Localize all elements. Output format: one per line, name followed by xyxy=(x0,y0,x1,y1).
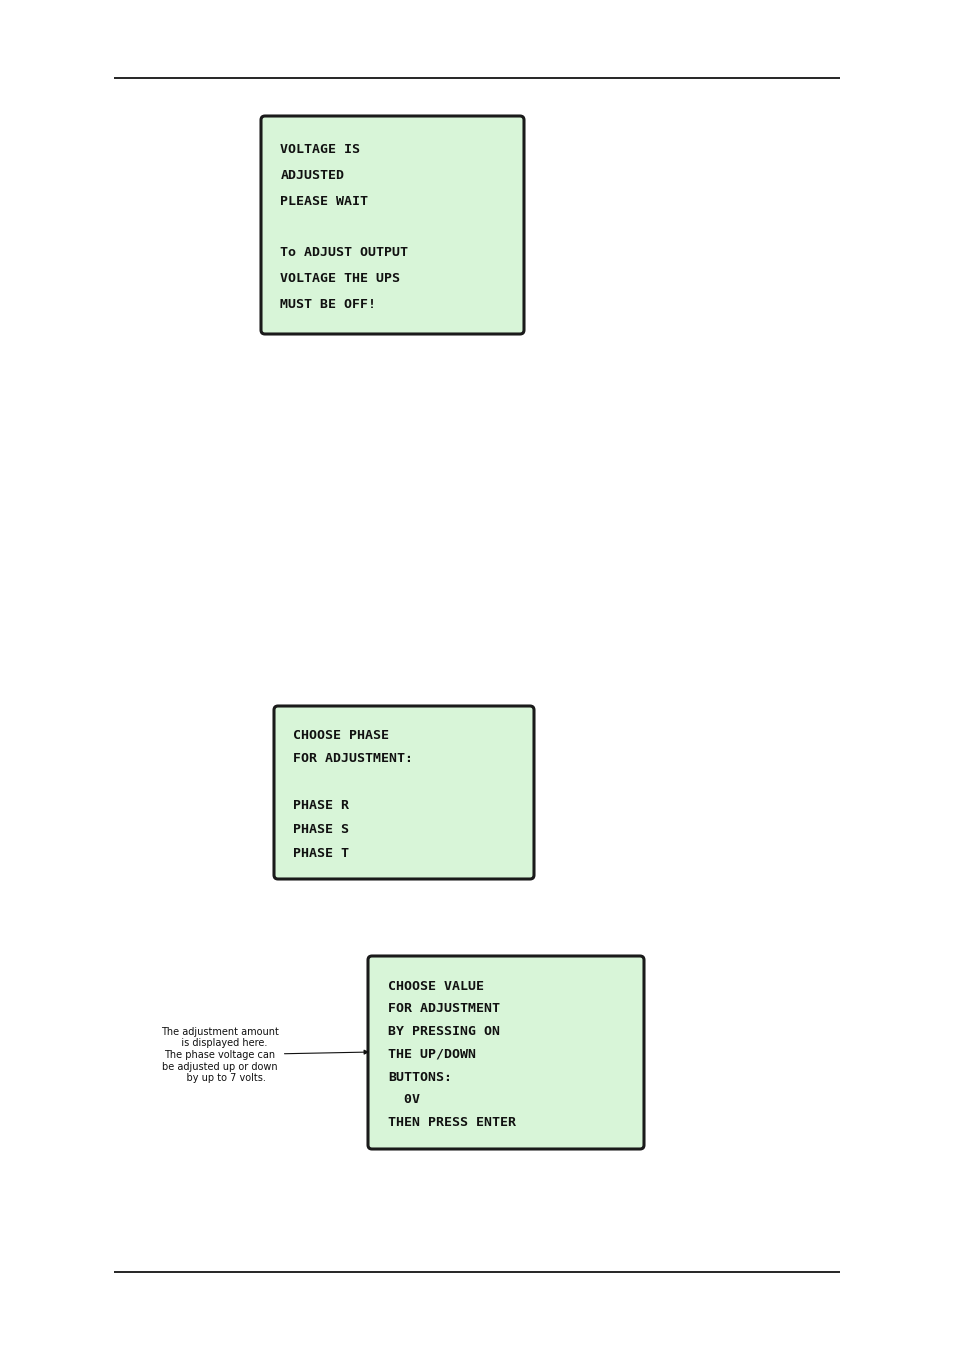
Text: VOLTAGE THE UPS: VOLTAGE THE UPS xyxy=(280,273,400,285)
Text: BUTTONS:: BUTTONS: xyxy=(388,1071,452,1084)
Text: THE UP/DOWN: THE UP/DOWN xyxy=(388,1048,476,1061)
Text: FOR ADJUSTMENT:: FOR ADJUSTMENT: xyxy=(293,752,413,765)
FancyBboxPatch shape xyxy=(368,956,643,1149)
Text: 0V: 0V xyxy=(388,1094,419,1106)
FancyBboxPatch shape xyxy=(261,116,523,333)
Text: THEN PRESS ENTER: THEN PRESS ENTER xyxy=(388,1116,516,1129)
Text: PHASE T: PHASE T xyxy=(293,846,349,860)
Text: PHASE S: PHASE S xyxy=(293,824,349,836)
FancyBboxPatch shape xyxy=(274,706,534,879)
Text: BY PRESSING ON: BY PRESSING ON xyxy=(388,1025,499,1038)
Text: MUST BE OFF!: MUST BE OFF! xyxy=(280,298,375,311)
Text: CHOOSE VALUE: CHOOSE VALUE xyxy=(388,980,483,992)
Text: To ADJUST OUTPUT: To ADJUST OUTPUT xyxy=(280,247,408,259)
Text: The adjustment amount
   is displayed here.
The phase voltage can
be adjusted up: The adjustment amount is displayed here.… xyxy=(161,1027,368,1083)
Text: PHASE R: PHASE R xyxy=(293,799,349,813)
Text: VOLTAGE IS: VOLTAGE IS xyxy=(280,143,360,157)
Text: FOR ADJUSTMENT: FOR ADJUSTMENT xyxy=(388,1003,499,1015)
Text: ADJUSTED: ADJUSTED xyxy=(280,169,344,182)
Text: PLEASE WAIT: PLEASE WAIT xyxy=(280,194,368,208)
Text: CHOOSE PHASE: CHOOSE PHASE xyxy=(293,729,389,741)
